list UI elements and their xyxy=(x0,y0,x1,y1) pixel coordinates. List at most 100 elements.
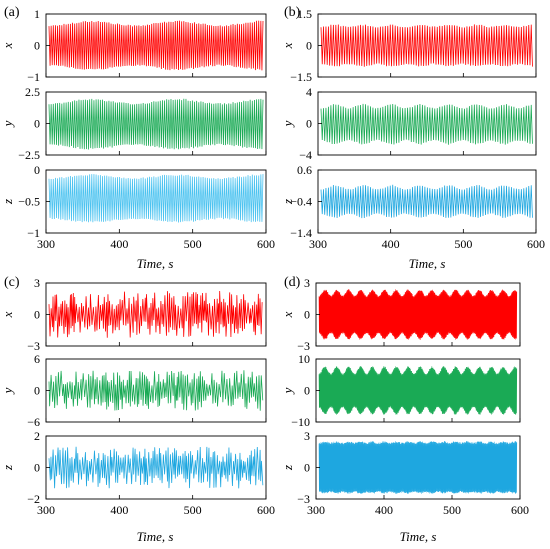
y-tick-label: 0 xyxy=(304,384,310,398)
series-z-line xyxy=(318,441,518,494)
series-x-line xyxy=(48,291,263,338)
series-x-line xyxy=(48,20,264,71)
x-tick-label: 400 xyxy=(382,237,400,251)
x-tick-label: 300 xyxy=(309,237,327,251)
y-axis-label: z xyxy=(0,465,15,471)
y-tick-label: 0 xyxy=(306,39,312,53)
y-tick-label: 2 xyxy=(34,429,40,443)
series-z-line xyxy=(48,446,264,489)
y-tick-label: −0.5 xyxy=(18,195,40,209)
subplot-x: −3 0 3 x xyxy=(280,276,521,353)
y-tick-label: 0 xyxy=(304,461,310,475)
y-tick-label: 4 xyxy=(306,85,312,99)
subplot-y: −2.5 0 2.5 y xyxy=(0,85,267,162)
series-y-line xyxy=(318,366,518,415)
y-tick-label: 0 xyxy=(34,117,40,131)
y-tick-label: −10 xyxy=(291,415,310,429)
y-tick-label: −3 xyxy=(297,492,310,506)
series-y-line xyxy=(48,370,264,411)
y-tick-label: 10 xyxy=(298,352,310,366)
series-y-line xyxy=(320,103,533,145)
y-tick-label: 0 xyxy=(34,384,40,398)
y-tick-label: −1.5 xyxy=(290,70,312,84)
y-axis-label: z xyxy=(280,465,295,471)
x-tick-label: 300 xyxy=(37,237,55,251)
subplot-x: −1 0 1 x xyxy=(0,7,267,84)
y-tick-label: 0 xyxy=(34,308,40,322)
panel-label: (a) xyxy=(4,5,20,20)
y-tick-label: −3 xyxy=(297,339,310,353)
x-tick-label: 300 xyxy=(37,503,55,517)
y-axis-label: x xyxy=(280,311,295,318)
x-tick-label: 400 xyxy=(110,503,128,517)
x-tick-label: 500 xyxy=(184,237,202,251)
y-tick-label: 1 xyxy=(34,7,40,21)
subplot-y: −6 0 6 y xyxy=(0,352,267,429)
x-axis-label: Time, s xyxy=(137,529,174,544)
y-tick-label: 0 xyxy=(306,117,312,131)
subplot-x: −1.5 0 1.5 x xyxy=(280,7,537,84)
x-tick-label: 400 xyxy=(375,503,393,517)
x-tick-label: 500 xyxy=(184,503,202,517)
y-axis-label: y xyxy=(280,120,295,128)
x-tick-label: 600 xyxy=(257,503,275,517)
y-tick-label: 0 xyxy=(34,39,40,53)
y-axis-label: z xyxy=(0,199,15,205)
y-axis-label: y xyxy=(0,387,15,395)
series-z-line xyxy=(48,174,264,223)
panel-label: (d) xyxy=(284,275,301,290)
x-tick-label: 400 xyxy=(110,237,128,251)
y-tick-label: 6 xyxy=(34,352,40,366)
y-axis-label: x xyxy=(0,311,15,318)
y-tick-label: −1 xyxy=(27,70,40,84)
y-tick-label: 0 xyxy=(304,308,310,322)
subplot-z: −1.4 −0.4 0.6 z 300 400 500 600 xyxy=(280,163,545,251)
y-tick-label: −6 xyxy=(27,415,40,429)
panel-label: (c) xyxy=(4,275,20,290)
y-axis-label: x xyxy=(0,42,15,49)
y-tick-label: −2 xyxy=(27,492,40,506)
subplot-z: −3 0 3 z 300 400 500 600 xyxy=(280,429,529,517)
series-x-line xyxy=(320,24,533,67)
subplot-x: −3 0 3 x xyxy=(0,276,267,353)
x-axis-label: Time, s xyxy=(400,529,437,544)
y-tick-label: −0.4 xyxy=(290,195,312,209)
y-axis-label: x xyxy=(280,42,295,49)
y-tick-label: −4 xyxy=(299,148,312,162)
panel-b: (b) −1.5 0 1.5 x −4 0 4 y −1.4 −0.4 0.6 z 300 400 500 60… xyxy=(280,5,545,271)
series-x-line xyxy=(318,289,518,340)
x-tick-label: 500 xyxy=(454,237,472,251)
panel-c: (c) −3 0 3 x −6 0 6 y −2 0 2 z 300 400 500 600 Time, s xyxy=(0,275,275,544)
panel-label: (b) xyxy=(284,5,301,20)
x-tick-label: 500 xyxy=(443,503,461,517)
x-tick-label: 600 xyxy=(257,237,275,251)
y-tick-label: −1 xyxy=(27,226,40,240)
y-tick-label: 3 xyxy=(304,429,310,443)
panel-d: (d) −3 0 3 x −10 0 10 y −3 0 3 z 300 400 500 600 Time, s xyxy=(280,275,529,544)
series-z-line xyxy=(320,184,533,219)
y-tick-label: 2.5 xyxy=(25,85,40,99)
subplot-y: −4 0 4 y xyxy=(280,85,537,162)
y-tick-label: 1.5 xyxy=(297,7,312,21)
y-tick-label: 0 xyxy=(34,163,40,177)
y-axis-label: y xyxy=(280,387,295,395)
y-tick-label: 0.6 xyxy=(297,163,312,177)
x-axis-label: Time, s xyxy=(409,256,446,271)
x-tick-label: 600 xyxy=(511,503,529,517)
y-tick-label: −3 xyxy=(27,339,40,353)
series-y-line xyxy=(48,98,264,150)
subplot-z: −2 0 2 z 300 400 500 600 xyxy=(0,429,275,517)
y-axis-label: y xyxy=(0,120,15,128)
y-tick-label: −1.4 xyxy=(290,226,312,240)
y-tick-label: 3 xyxy=(304,276,310,290)
subplot-y: −10 0 10 y xyxy=(280,352,521,429)
y-tick-label: −2.5 xyxy=(18,148,40,162)
y-tick-label: 0 xyxy=(34,461,40,475)
subplot-z: −1 −0.5 0 z 300 400 500 600 xyxy=(0,163,275,251)
x-axis-label: Time, s xyxy=(137,256,174,271)
x-tick-label: 600 xyxy=(527,237,545,251)
y-tick-label: 3 xyxy=(34,276,40,290)
y-axis-label: z xyxy=(280,199,295,205)
